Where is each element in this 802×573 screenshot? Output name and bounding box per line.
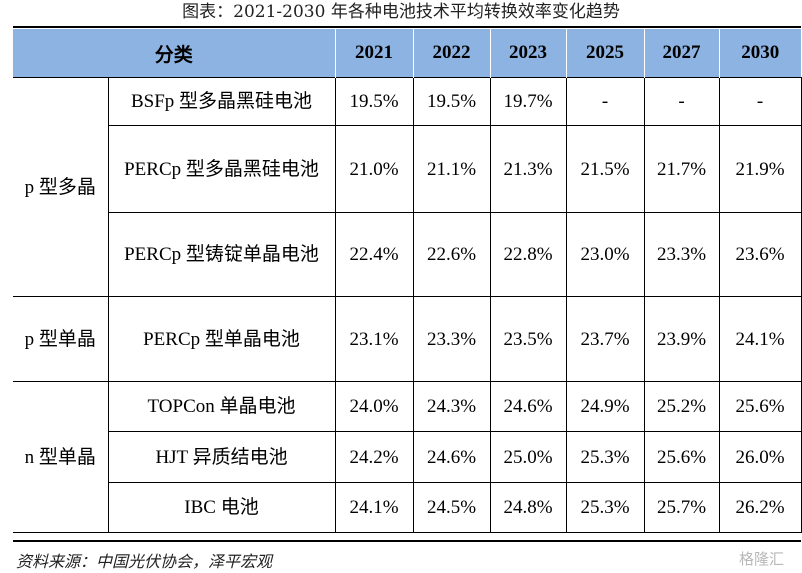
battery-name-cell: TOPCon 单晶电池: [107, 381, 336, 432]
value-cell: 25.6%: [643, 431, 720, 483]
value-cell: 23.9%: [643, 296, 720, 382]
battery-name-cell: PERCp 型铸锭单晶电池: [107, 212, 336, 297]
table-row: p 型单晶 PERCp 型单晶电池 23.1% 23.3% 23.5% 23.7…: [13, 296, 802, 382]
value-cell: 25.0%: [489, 431, 567, 483]
group-cell: p 型多晶: [13, 77, 109, 297]
value-cell: 21.3%: [489, 125, 567, 213]
table-row: PERCp 型多晶黑硅电池 21.0% 21.1% 21.3% 21.5% 21…: [13, 125, 802, 213]
battery-name-cell: HJT 异质结电池: [107, 431, 336, 483]
battery-name-cell: IBC 电池: [107, 482, 336, 533]
value-cell: 23.5%: [489, 296, 567, 382]
value-cell: 24.8%: [489, 482, 567, 533]
value-cell: 24.0%: [334, 381, 414, 432]
value-cell: 24.6%: [489, 381, 567, 432]
value-cell: 25.2%: [643, 381, 720, 432]
header-row: 分类 2021 2022 2023 2025 2027 2030: [13, 29, 802, 78]
value-cell: 23.3%: [412, 296, 491, 382]
value-cell: 23.1%: [334, 296, 414, 382]
value-cell: 23.0%: [565, 212, 645, 297]
category-header: 分类: [13, 29, 336, 78]
value-cell: 23.6%: [718, 212, 802, 297]
value-cell: 22.8%: [489, 212, 567, 297]
value-cell: 24.1%: [334, 482, 414, 533]
value-cell: -: [643, 77, 720, 126]
year-header: 2021: [334, 29, 414, 78]
value-cell: 24.3%: [412, 381, 491, 432]
value-cell: 21.1%: [412, 125, 491, 213]
table-row: IBC 电池 24.1% 24.5% 24.8% 25.3% 25.7% 26.…: [13, 482, 802, 533]
value-cell: 24.2%: [334, 431, 414, 483]
year-header: 2023: [489, 29, 567, 78]
efficiency-table: 分类 2021 2022 2023 2025 2027 2030 p 型多晶 B…: [13, 29, 802, 533]
year-header: 2022: [412, 29, 491, 78]
value-cell: 25.3%: [565, 482, 645, 533]
bottom-rule: [13, 540, 801, 542]
value-cell: 19.7%: [489, 77, 567, 126]
table-row: HJT 异质结电池 24.2% 24.6% 25.0% 25.3% 25.6% …: [13, 431, 802, 483]
table-row: n 型单晶 TOPCon 单晶电池 24.0% 24.3% 24.6% 24.9…: [13, 381, 802, 533]
value-cell: 24.9%: [565, 381, 645, 432]
value-cell: 25.3%: [565, 431, 645, 483]
table-row: PERCp 型铸锭单晶电池 22.4% 22.6% 22.8% 23.0% 23…: [13, 212, 802, 297]
value-cell: 21.0%: [334, 125, 414, 213]
value-cell: 26.2%: [718, 482, 802, 533]
battery-name-cell: BSFp 型多晶黑硅电池: [107, 77, 336, 126]
year-header: 2027: [643, 29, 720, 78]
value-cell: 21.7%: [643, 125, 720, 213]
value-cell: 25.7%: [643, 482, 720, 533]
value-cell: 21.5%: [565, 125, 645, 213]
watermark-logo: 格隆汇: [738, 550, 784, 568]
battery-name-cell: PERCp 型单晶电池: [107, 296, 336, 382]
top-rule: [13, 26, 801, 28]
value-cell: 19.5%: [334, 77, 414, 126]
value-cell: 25.6%: [718, 381, 802, 432]
value-cell: 22.4%: [334, 212, 414, 297]
value-cell: 19.5%: [412, 77, 491, 126]
table-title: 图表：2021-2030 年各种电池技术平均转换效率变化趋势: [182, 2, 620, 22]
value-cell: -: [718, 77, 802, 126]
year-header: 2025: [565, 29, 645, 78]
value-cell: 24.5%: [412, 482, 491, 533]
value-cell: 21.9%: [718, 125, 802, 213]
battery-name-cell: PERCp 型多晶黑硅电池: [107, 125, 336, 213]
value-cell: 23.3%: [643, 212, 720, 297]
source-note: 资料来源：中国光伏协会，泽平宏观: [16, 552, 273, 571]
value-cell: 23.7%: [565, 296, 645, 382]
table-row: p 型多晶 BSFp 型多晶黑硅电池 19.5% 19.5% 19.7% - -…: [13, 77, 802, 297]
value-cell: 26.0%: [718, 431, 802, 483]
value-cell: 24.1%: [718, 296, 802, 382]
value-cell: 24.6%: [412, 431, 491, 483]
year-header: 2030: [718, 29, 802, 78]
value-cell: -: [565, 77, 645, 126]
group-cell: p 型单晶: [13, 296, 109, 382]
value-cell: 22.6%: [412, 212, 491, 297]
group-cell: n 型单晶: [13, 381, 109, 533]
